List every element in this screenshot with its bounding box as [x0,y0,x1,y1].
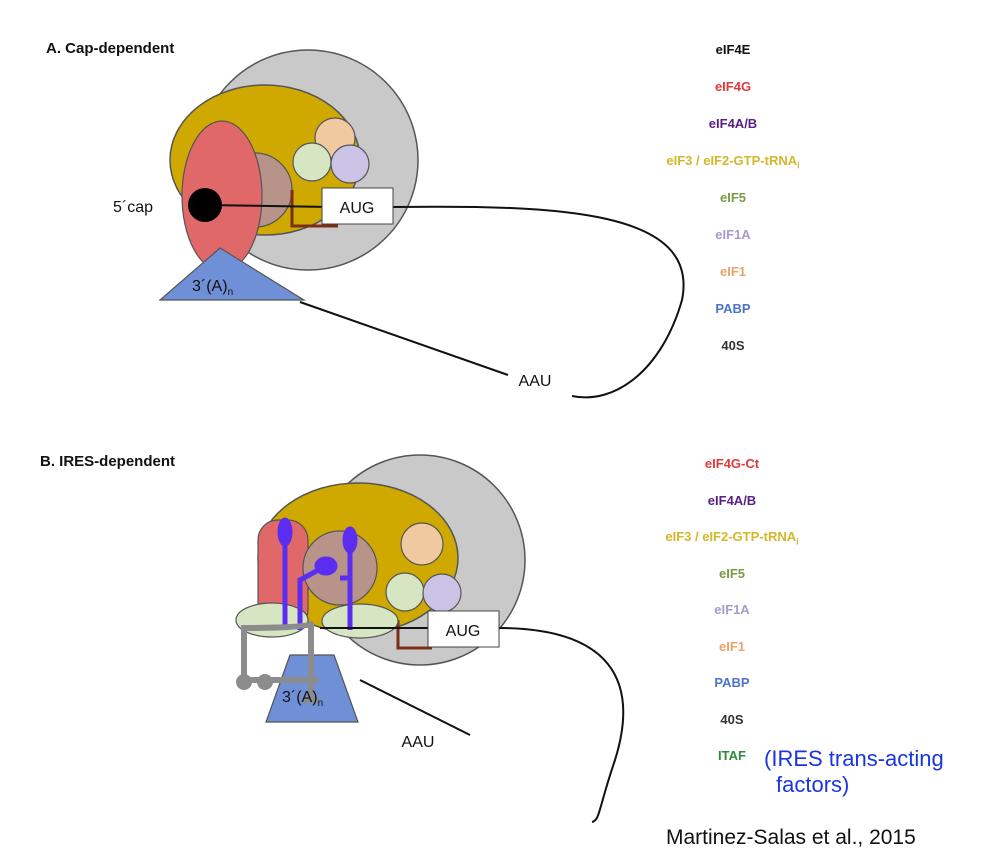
panel-b-title: B. IRES-dependent [40,453,176,470]
aug-label: AUG [446,623,481,640]
itaf-node [257,674,273,690]
legend-text: ITAF [718,748,746,763]
legend-item: eIF4E [716,42,751,57]
itaf-connector [241,621,319,703]
eif4ab [302,530,378,606]
legend-text: 40S [720,711,744,727]
legend-item: eIF1A [714,602,749,617]
itaf-note: (IRES trans-acting factors) [764,746,944,798]
aug-box [321,187,394,225]
citation: Martinez-Salas et al., 2015 [666,826,916,849]
eif5 [292,142,332,182]
itaf-note-line-2: factors) [776,772,850,797]
cap-label: 5´cap [113,199,153,216]
legend-text: eIF1A [715,227,751,242]
legend-text: eIF1 [718,638,746,654]
legend-item: eIF5 [720,190,746,205]
panel-a-title: A. Cap-dependent [46,40,175,57]
itaf-node [236,674,252,690]
legend-text: eIF3 / eIF2-GTP-tRNA [666,153,798,168]
mrna-strand [204,204,685,399]
legend-item: eIF4G [715,79,751,94]
legend-text: 40S [721,338,745,353]
aug-box [427,610,500,648]
legend-item: eIF4G-Ct [705,456,759,471]
legend-item: eIF1 [720,264,746,279]
legend-text: eIF5 [719,190,747,205]
legend-item: 40S [721,338,744,353]
panel-b-complex: AUG 3´(A)n AAU [235,454,625,823]
legend-item: eIF1A [715,227,750,242]
aug-label: AUG [340,200,375,217]
legend-item: eIF1 [719,639,745,654]
legend-subscript: i [796,536,799,547]
legend-item: eIF4A/B [708,493,756,508]
legend-text: eIF4A/B [707,492,757,508]
legend-text: eIF1 [719,264,747,279]
legend-item: PABP [715,301,750,316]
eif4e-cap [188,188,222,222]
eif5 [385,572,425,612]
legend-item: PABP [714,675,749,690]
legend-text: PABP [714,675,750,690]
poly-a-label: 3´(A)n [192,278,233,298]
itaf-right [321,603,399,639]
legend-item: ITAF [718,748,746,763]
legend-subscript: i [797,160,800,171]
legend-text: eIF4G-Ct [704,456,760,471]
legend-text: eIF4A/B [708,116,758,131]
legend-item: eIF5 [719,566,745,581]
aau-label: AAU [402,734,435,751]
eif1 [400,522,444,566]
start-codon-marker [290,190,338,228]
legend-item: eIF4A/B [709,116,757,131]
legend-text: eIF4G [714,79,752,94]
legend-text: eIF4E [715,42,751,57]
legend-text: PABP [715,301,751,316]
legend-text: eIF1A [714,602,750,617]
legend-item: 40S [720,712,743,727]
legend-text: eIF3 / eIF2-GTP-tRNA [665,529,797,544]
legend-text: eIF5 [718,565,746,581]
pabp [158,247,307,301]
eif1a [422,573,462,613]
itaf-note-line-1: (IRES trans-acting [764,746,944,771]
panel-a-complex: AUG 5´cap 3´(A)n AAU [113,49,685,399]
legend-item: eIF3 / eIF2-GTP-tRNAi [665,529,798,547]
legend-item: eIF3 / eIF2-GTP-tRNAi [666,153,799,171]
ires-structure [277,517,358,630]
poly-a-label: 3´(A)n [282,689,323,709]
mrna-strand [320,627,625,823]
eif1a [330,144,370,184]
aau-label: AAU [519,373,552,390]
start-codon-marker [396,620,432,650]
